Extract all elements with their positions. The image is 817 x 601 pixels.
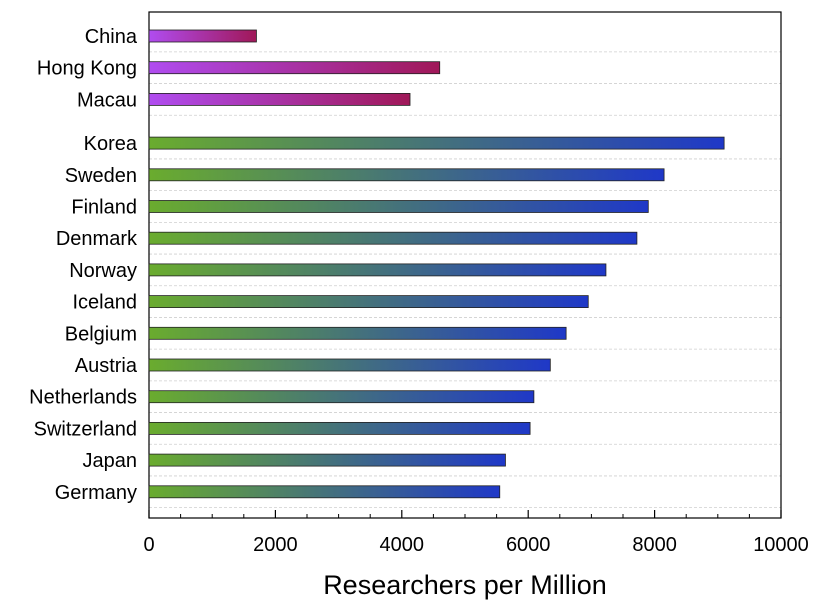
category-label: Sweden <box>65 165 137 187</box>
category-label: Switzerland <box>34 418 137 440</box>
bar-denmark <box>148 231 638 245</box>
bar-china <box>148 29 257 43</box>
x-tick-label: 10000 <box>753 534 809 556</box>
x-axis-label: Researchers per Million <box>323 570 607 600</box>
bar-austria <box>148 358 551 372</box>
category-label: Germany <box>55 482 137 504</box>
category-label: Finland <box>71 197 137 219</box>
bar-germany <box>148 485 501 499</box>
bar-netherlands <box>148 390 535 404</box>
x-tick-label: 0 <box>143 534 154 556</box>
category-label: Korea <box>84 133 138 155</box>
x-tick-label: 2000 <box>253 534 298 556</box>
x-tick-label: 6000 <box>506 534 551 556</box>
category-label: Austria <box>75 355 138 377</box>
x-tick-label: 8000 <box>632 534 677 556</box>
category-label: Belgium <box>65 323 137 345</box>
category-label: Iceland <box>73 292 138 314</box>
bar-switzerland <box>148 421 531 435</box>
x-axis-ticks: 0 2000 4000 6000 8000 10000 <box>143 510 809 556</box>
x-tick-label: 4000 <box>380 534 425 556</box>
category-label: Netherlands <box>29 387 137 409</box>
bar-norway <box>148 263 607 277</box>
category-labels: China Hong Kong Macau Korea Sweden Finland Den… <box>29 26 138 504</box>
bar-iceland <box>148 295 589 309</box>
category-label: Macau <box>77 89 137 111</box>
category-label: Japan <box>83 450 138 472</box>
category-label: Norway <box>69 260 137 282</box>
category-label: China <box>85 26 138 48</box>
gridlines <box>149 51 781 509</box>
bar-finland <box>148 200 649 213</box>
bar-japan <box>148 453 506 467</box>
bar-macau <box>148 93 411 106</box>
bar-korea <box>148 136 725 150</box>
bars <box>148 29 725 499</box>
bar-hong-kong <box>148 61 441 75</box>
category-label: Denmark <box>56 228 138 250</box>
bar-belgium <box>148 326 567 340</box>
category-label: Hong Kong <box>37 58 137 80</box>
bar-sweden <box>148 168 665 182</box>
